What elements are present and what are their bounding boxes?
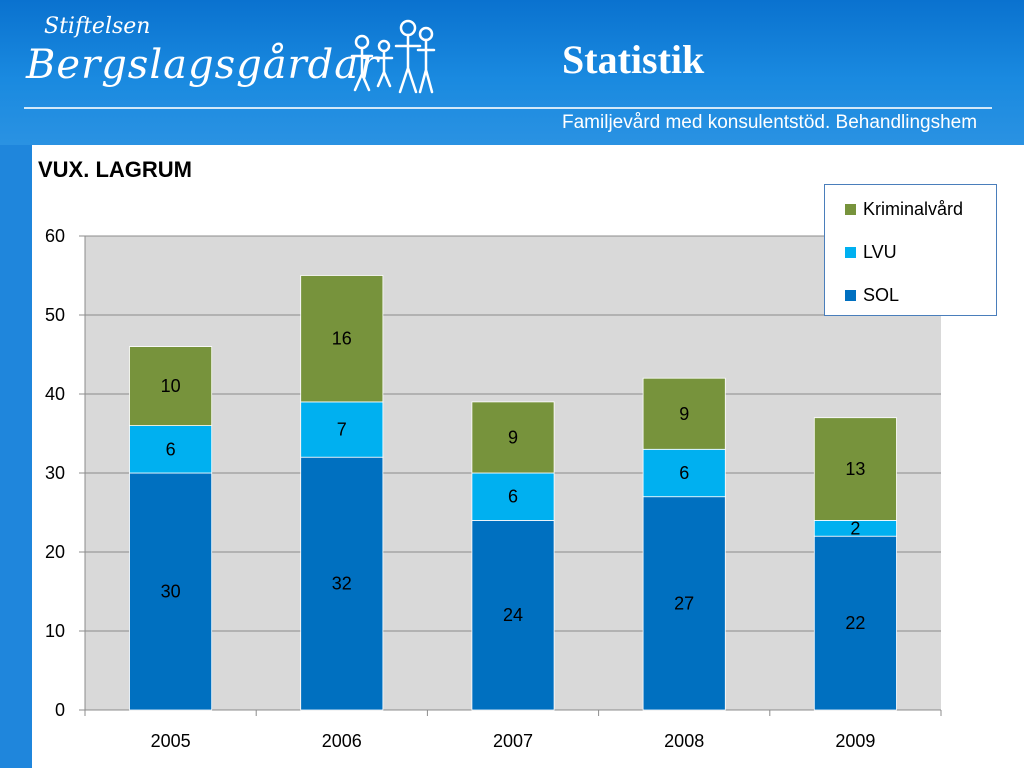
y-tick-label: 10 (45, 621, 65, 641)
bar-segment (642, 377, 726, 450)
data-label: 27 (674, 593, 694, 613)
legend-label: SOL (863, 284, 900, 305)
data-label: 9 (679, 404, 689, 424)
bar-segment (813, 535, 897, 711)
data-label: 7 (337, 420, 347, 440)
page-title: Statistik (562, 37, 705, 82)
y-tick-label: 60 (45, 226, 65, 246)
legend-label: Kriminalvård (863, 198, 964, 219)
y-tick-label: 20 (45, 542, 65, 562)
legend-item: SOL (845, 284, 899, 306)
bar-segment (129, 425, 213, 474)
data-label: 24 (503, 605, 523, 625)
data-label: 22 (845, 613, 865, 633)
y-tick-label: 50 (45, 305, 65, 325)
legend-swatch (845, 203, 856, 215)
data-label: 32 (332, 574, 352, 594)
legend-swatch (845, 246, 856, 258)
y-tick-label: 0 (55, 700, 65, 720)
chart-title: VUX. LAGRUM (38, 157, 192, 182)
data-label: 9 (508, 427, 518, 447)
legend-label: LVU (863, 241, 897, 262)
brand-small-text: Stiftelsen (44, 14, 151, 39)
brand-name: Bergslagsgårdar (26, 42, 380, 88)
bar-segment (129, 346, 213, 427)
data-label: 10 (161, 376, 181, 396)
legend-swatch (845, 289, 856, 301)
bar-segment (642, 448, 726, 498)
y-tick-label: 30 (45, 463, 65, 483)
data-label: 16 (332, 329, 352, 349)
legend-item: Kriminalvård (845, 198, 963, 220)
chart-legend: Kriminalvård LVU SOL (824, 184, 997, 316)
x-tick-label: 2008 (664, 731, 704, 751)
header-banner: Stiftelsen Bergslagsgårdar Statistik Fam… (0, 0, 1024, 145)
bar-segment (813, 417, 897, 521)
bar-segment (300, 401, 384, 458)
family-figures-icon (350, 19, 436, 94)
y-tick-label: 40 (45, 384, 65, 404)
data-label: 6 (166, 439, 176, 459)
data-label: 6 (508, 487, 518, 507)
tagline: Familjevård med konsulentstöd. Behandlin… (562, 112, 978, 133)
x-tick-label: 2009 (835, 731, 875, 751)
x-tick-label: 2007 (493, 731, 533, 751)
left-blue-strip (0, 145, 32, 768)
bar-segment (642, 496, 726, 711)
data-label: 6 (679, 463, 689, 483)
data-label: 2 (850, 518, 860, 538)
bar-segment (129, 472, 213, 711)
x-tick-label: 2005 (151, 731, 191, 751)
x-tick-label: 2006 (322, 731, 362, 751)
legend-item: LVU (845, 241, 897, 263)
bar-segment (471, 401, 555, 474)
header-divider (24, 107, 992, 109)
bar-segment (300, 275, 384, 403)
data-label: 13 (845, 459, 865, 479)
data-label: 30 (161, 582, 181, 602)
